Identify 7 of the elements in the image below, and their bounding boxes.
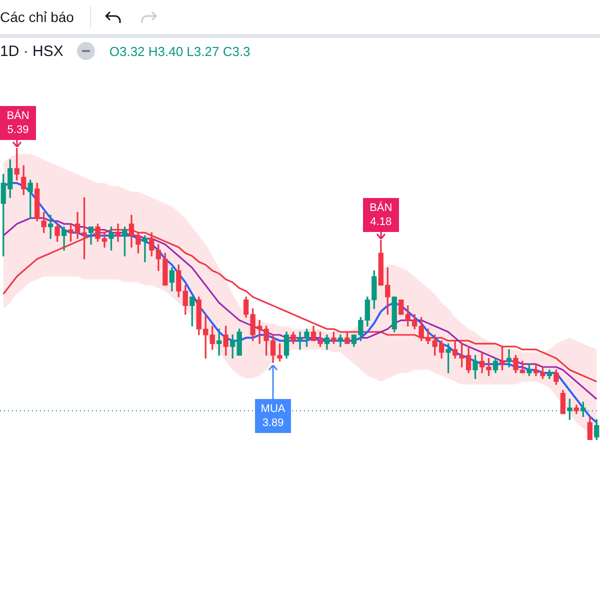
candlestick: [398, 300, 404, 315]
text: Các chỉ báo: [0, 9, 74, 25]
text: O3.32 H3.40 L3.27 C3.3: [109, 44, 250, 58]
annotation: BÁN 4.18: [362, 198, 399, 232]
chart-title: 1D · HSX: [0, 42, 64, 60]
annotation: MUA 3.89: [255, 398, 292, 433]
annotation: BÁN 5.39: [0, 106, 36, 140]
